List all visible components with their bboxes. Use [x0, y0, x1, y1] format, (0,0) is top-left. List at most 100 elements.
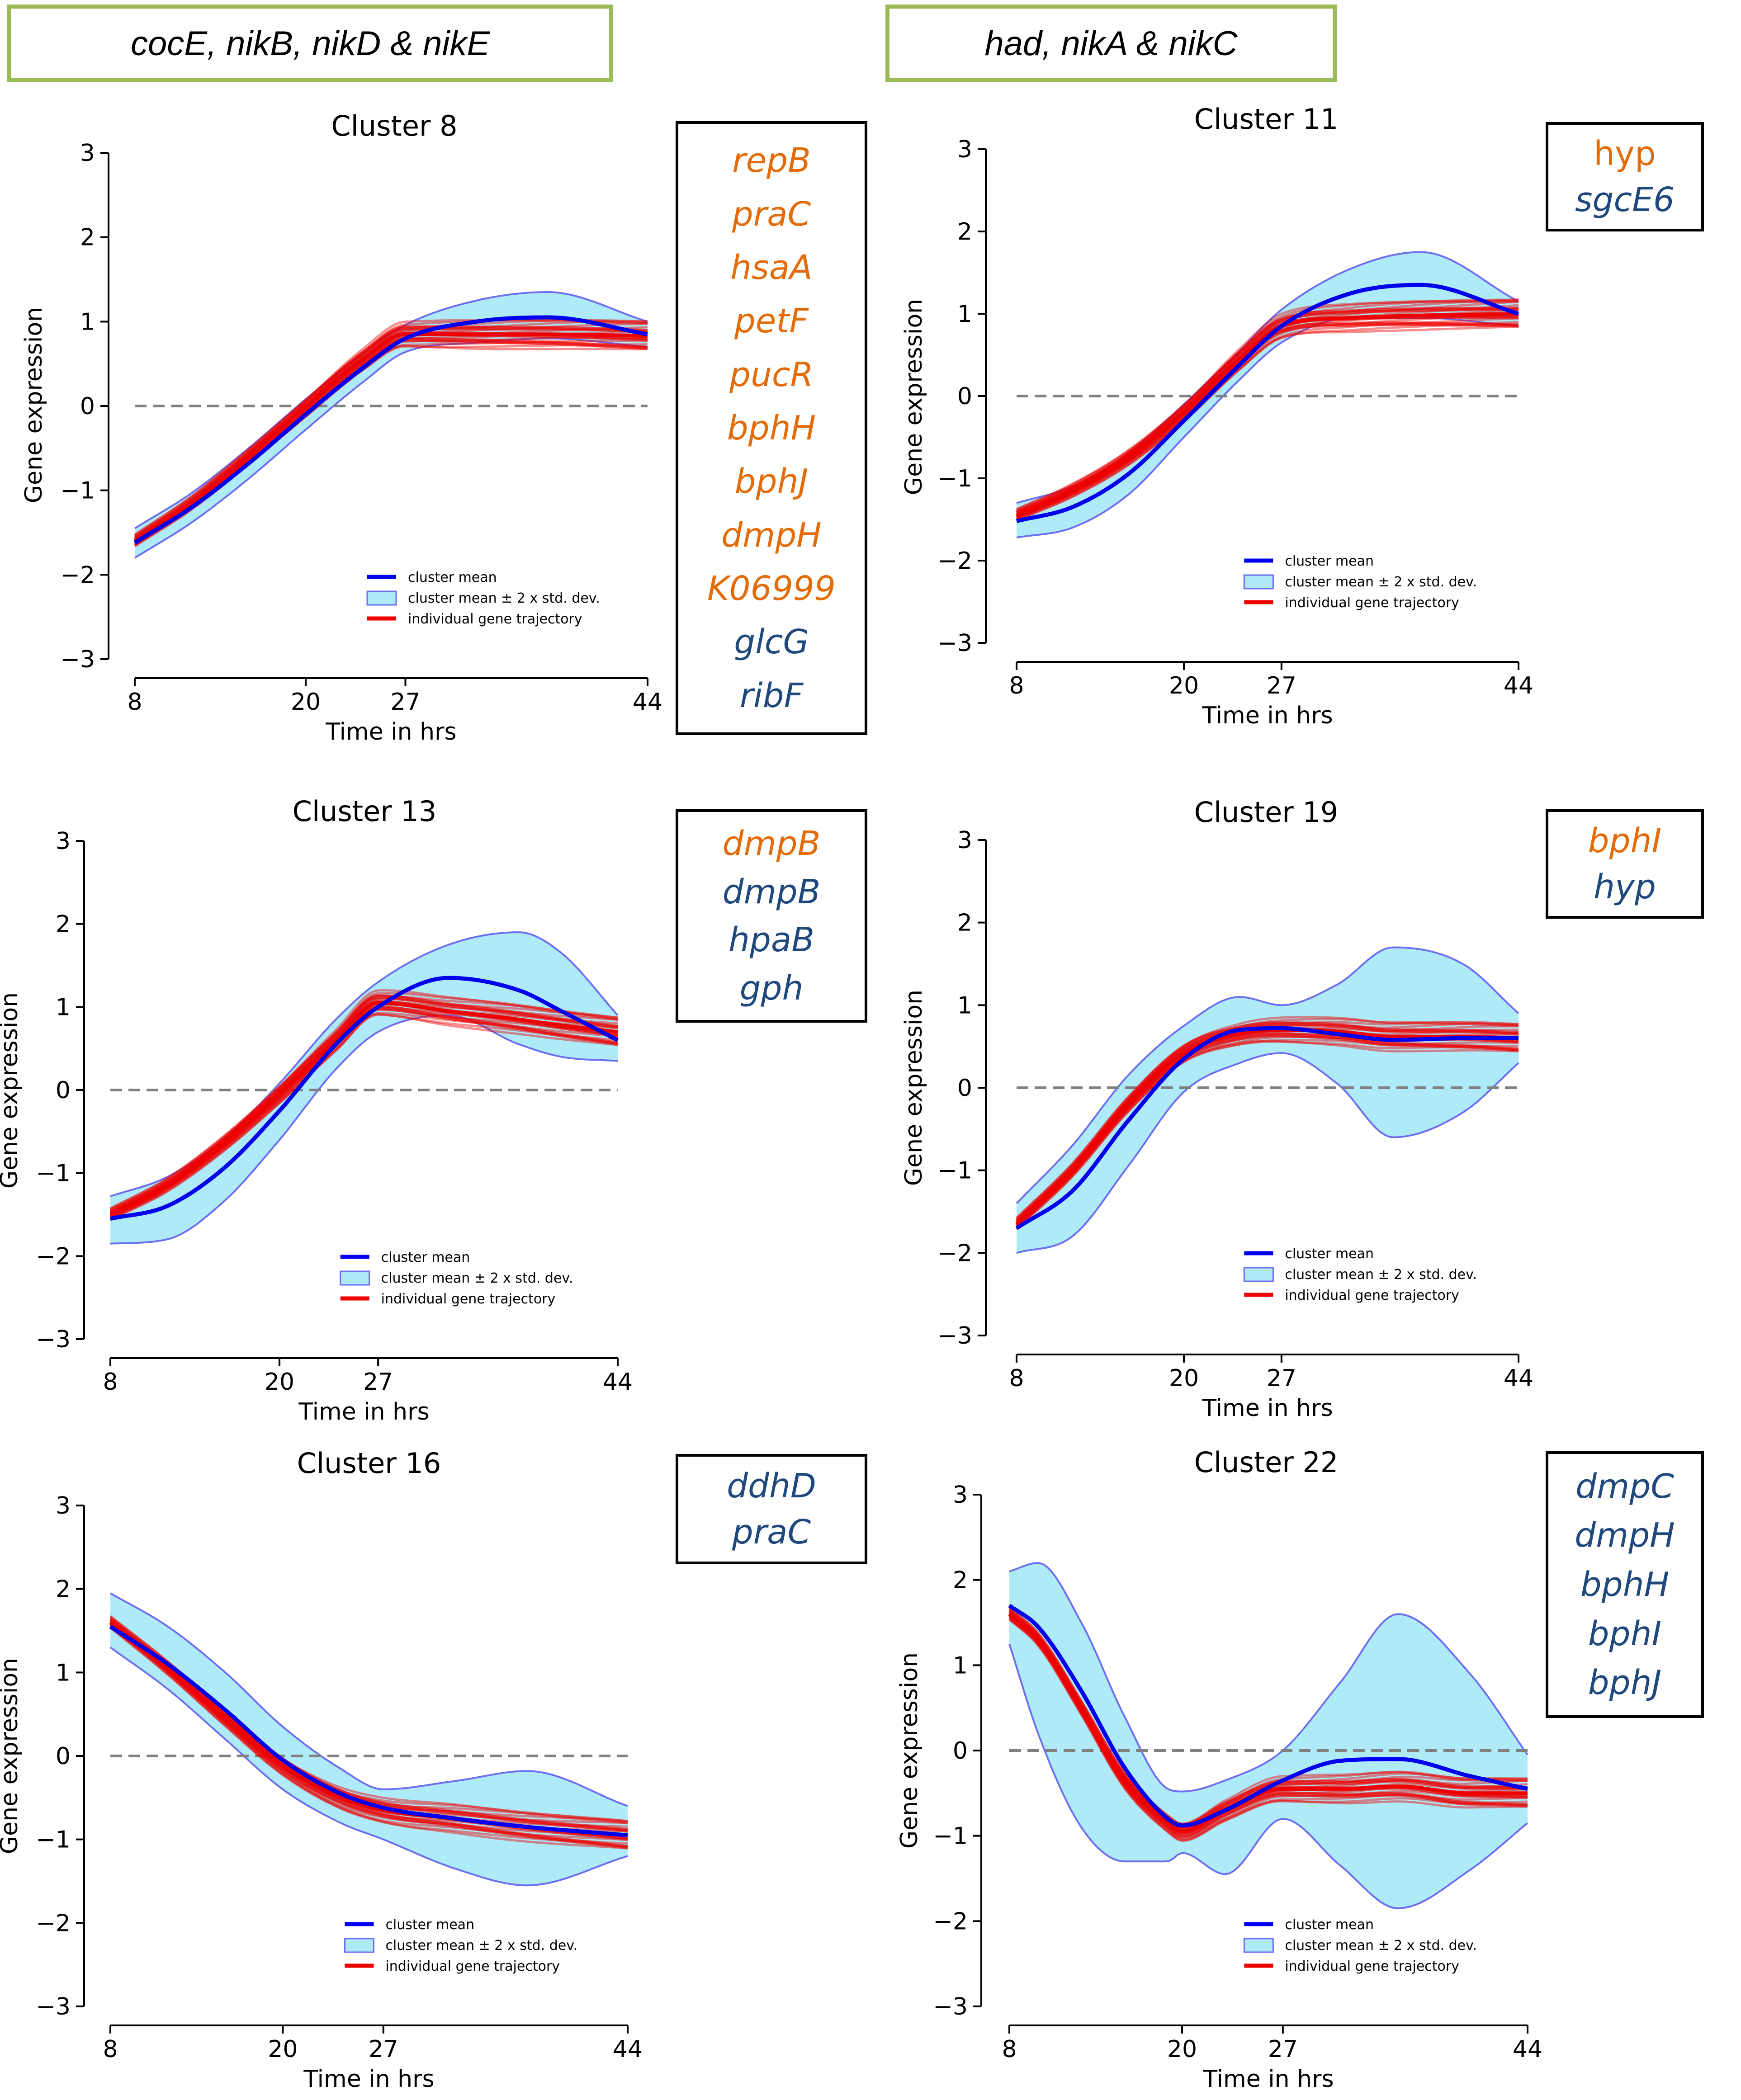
gene-trajectory-line: [134, 341, 648, 543]
chart-panel: 3 2 1 0 −1 −2 −3 8 20 27 44 Cluster 22 Time in hrs Ge…: [896, 1446, 1542, 2093]
gene-trajectory-line: [109, 1625, 628, 1850]
gene-name: bphI: [1588, 821, 1662, 861]
legend-trajectory-label: individual gene trajectory: [385, 1958, 560, 1974]
gene-name: dmpB: [722, 824, 821, 863]
y-tick-label: 3: [80, 140, 95, 167]
gene-trajectory-line: [134, 331, 648, 544]
chart-panel: 3 2 1 0 −1 −2 −3 8 20 27 44 Cluster 11 Time in hrs Ge…: [900, 103, 1533, 729]
gene-trajectory-line: [1016, 1022, 1519, 1225]
x-tick-label: 27: [363, 1369, 393, 1396]
std-dev-band-lower-edge: [110, 1014, 618, 1245]
x-tick-label: 8: [127, 689, 142, 716]
y-tick-label: 0: [957, 383, 972, 410]
gene-trajectory-line: [1008, 1619, 1528, 1836]
y-tick-label: 0: [953, 1737, 968, 1765]
gene-trajectory-line: [109, 1627, 628, 1848]
legend: cluster mean cluster mean ± 2 x std. dev.…: [366, 570, 600, 627]
gene-name: dmpH: [721, 515, 822, 555]
gene-trajectory-line: [109, 1001, 618, 1217]
y-tick-label: 1: [957, 301, 972, 328]
gene-trajectory-line: [133, 332, 648, 543]
gene-trajectory-line: [1016, 1018, 1519, 1220]
legend-band-swatch: [1243, 1267, 1274, 1282]
gene-trajectory-line: [109, 995, 618, 1215]
gene-trajectory-line: [1008, 1617, 1528, 1840]
y-tick-label: −1: [36, 1160, 71, 1187]
legend-band-label: cluster mean ± 2 x std. dev.: [408, 590, 600, 606]
gene-name: repB: [732, 141, 811, 180]
std-dev-band-upper-edge: [134, 291, 648, 529]
x-tick-label: 8: [103, 2036, 118, 2063]
legend-mean-label: cluster mean: [381, 1250, 470, 1265]
y-tick-label: 2: [56, 911, 71, 938]
y-tick-label: −3: [60, 646, 95, 673]
std-dev-band: [110, 932, 618, 1244]
gene-trajectory-line: [1016, 312, 1519, 517]
gene-trajectory-line: [1016, 304, 1519, 516]
std-dev-band: [110, 1593, 628, 1886]
y-tick-label: −1: [36, 1826, 71, 1854]
gene-name: praC: [732, 194, 811, 234]
y-tick-label: 1: [953, 1652, 968, 1679]
y-tick-label: −2: [36, 1243, 71, 1270]
gene-trajectory-line: [1016, 1039, 1519, 1229]
y-tick-label: −3: [933, 1993, 968, 2020]
x-axis-label: Time in hrs: [298, 1398, 429, 1425]
gene-trajectory-line: [109, 1014, 618, 1218]
gene-trajectory-line: [1016, 322, 1519, 517]
gene-trajectory-line: [134, 319, 648, 536]
gene-trajectory-line: [109, 1005, 618, 1220]
gene-trajectory-line: [134, 339, 648, 544]
gene-trajectory-line: [1016, 321, 1519, 519]
gene-list-cluster-8: repB praC hsaA petF pucR bphH bphJ dmpH K06999 gl…: [676, 121, 867, 735]
std-dev-band-upper-edge: [109, 1592, 628, 1807]
gene-trajectory-line: [109, 1625, 628, 1850]
gene-trajectory-line: [1016, 326, 1519, 521]
x-tick-label: 44: [1504, 672, 1533, 699]
cluster-mean-line: [1008, 1604, 1528, 1828]
legend-trajectory-label: individual gene trajectory: [1285, 1958, 1459, 1974]
gene-trajectory-line: [134, 344, 648, 547]
y-tick-label: 2: [957, 910, 972, 937]
gene-trajectory-line: [1016, 1021, 1519, 1219]
gene-name: praC: [732, 1513, 811, 1552]
cluster-mean-line: [1015, 1026, 1519, 1230]
legend-trajectory-label: individual gene trajectory: [408, 611, 582, 627]
legend-mean-label: cluster mean: [1285, 1246, 1374, 1262]
y-tick-label: 0: [957, 1075, 972, 1102]
gene-trajectory-line: [1008, 1614, 1528, 1842]
std-dev-band-lower-edge: [134, 337, 648, 559]
gene-trajectory-line: [109, 989, 618, 1213]
std-dev-band-upper-edge: [1009, 1562, 1528, 1793]
legend-mean-label: cluster mean: [1285, 553, 1374, 569]
legend-mean-label: cluster mean: [385, 1917, 474, 1933]
std-dev-band-lower-edge: [1016, 317, 1519, 538]
legend: cluster mean cluster mean ± 2 x std. dev.…: [1243, 553, 1477, 611]
gene-list-cluster-22: dmpC dmpH bphH bphI bphJ: [1546, 1451, 1704, 1718]
group-header-right: had, nikA & nikC: [885, 5, 1337, 82]
y-axis-label: Gene expression: [896, 1652, 923, 1849]
gene-name: sgcE6: [1575, 180, 1675, 219]
gene-name: dmpB: [722, 872, 821, 911]
chart-title: Cluster 22: [1194, 1446, 1339, 1479]
cluster-mean-line: [110, 976, 619, 1221]
legend-band-swatch: [344, 1938, 374, 1953]
gene-trajectory-line: [134, 332, 648, 542]
gene-trajectory-line: [109, 995, 618, 1209]
y-tick-label: 2: [80, 224, 95, 251]
legend-band-label: cluster mean ± 2 x std. dev.: [381, 1270, 573, 1286]
gene-name: bphJ: [1588, 1663, 1662, 1703]
legend-mean-label: cluster mean: [1285, 1917, 1374, 1933]
legend-band-label: cluster mean ± 2 x std. dev.: [1285, 1938, 1477, 1954]
gene-trajectory-line: [109, 996, 618, 1213]
gene-list-cluster-16: ddhD praC: [676, 1454, 867, 1564]
gene-name: bphH: [1580, 1565, 1670, 1604]
gene-trajectory-line: [1008, 1613, 1528, 1834]
gene-trajectory-line: [1016, 1033, 1519, 1229]
chart-panel: 3 2 1 0 −1 −2 −3 8 20 27 44 Cluster 8 Time in hrs Gen…: [20, 109, 662, 746]
gene-trajectory-line: [109, 1005, 618, 1221]
x-tick-label: 27: [390, 689, 420, 716]
legend-band-swatch: [1243, 574, 1274, 590]
gene-name: K06999: [707, 569, 836, 608]
